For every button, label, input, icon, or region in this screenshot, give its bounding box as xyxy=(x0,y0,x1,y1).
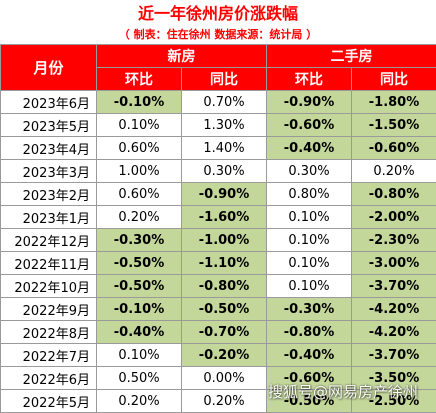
month-cell: 2022年8月 xyxy=(1,321,97,344)
month-cell: 2023年5月 xyxy=(1,114,97,137)
table-row: 2022年11月-0.50%-1.10%0.10%-3.00% xyxy=(1,252,436,275)
new-mom-cell: 0.10% xyxy=(97,344,182,367)
table-row: 2023年6月-0.10%0.70%-0.90%-1.80% xyxy=(1,91,436,114)
second-hand-yoy-cell: -4.20% xyxy=(352,298,436,321)
new-yoy-cell: 0.30% xyxy=(182,160,267,183)
second-hand-mom-cell: -0.60% xyxy=(267,114,352,137)
new-mom-cell: 1.00% xyxy=(97,160,182,183)
second-hand-yoy-cell: -0.80% xyxy=(352,183,436,206)
new-mom-header: 环比 xyxy=(97,68,182,91)
table-row: 2022年9月-0.10%-0.50%-0.30%-4.20% xyxy=(1,298,436,321)
new-yoy-cell: -0.70% xyxy=(182,321,267,344)
month-cell: 2022年12月 xyxy=(1,229,97,252)
new-home-header: 新房 xyxy=(97,45,267,68)
new-mom-cell: 0.10% xyxy=(97,114,182,137)
second-hand-yoy-cell: -1.80% xyxy=(352,91,436,114)
second-hand-yoy-cell: -4.20% xyxy=(352,321,436,344)
new-mom-cell: -0.40% xyxy=(97,321,182,344)
second-hand-yoy-cell: -3.00% xyxy=(352,252,436,275)
second-hand-mom-cell: 0.10% xyxy=(267,229,352,252)
month-header: 月份 xyxy=(1,45,97,91)
new-yoy-cell: 0.20% xyxy=(182,390,267,413)
second-hand-mom-cell: -0.30% xyxy=(267,298,352,321)
second-hand-yoy-cell: -3.70% xyxy=(352,275,436,298)
second-hand-mom-cell: 0.80% xyxy=(267,183,352,206)
table-subtitle: （ 制表：住在徐州 数据来源：统计局 ） xyxy=(0,26,436,44)
new-yoy-cell: 0.70% xyxy=(182,91,267,114)
second-hand-mom-header: 环比 xyxy=(267,68,352,91)
price-change-table: 月份 新房 二手房 环比 同比 环比 同比 2023年6月-0.10%0.70%… xyxy=(0,44,436,413)
new-mom-cell: -0.30% xyxy=(97,229,182,252)
new-mom-cell: -0.50% xyxy=(97,275,182,298)
month-cell: 2022年6月 xyxy=(1,367,97,390)
new-mom-cell: -0.10% xyxy=(97,298,182,321)
new-mom-cell: -0.50% xyxy=(97,252,182,275)
second-hand-mom-cell: -0.40% xyxy=(267,344,352,367)
table-row: 2022年12月-0.30%-1.00%0.10%-2.30% xyxy=(1,229,436,252)
new-yoy-cell: 1.40% xyxy=(182,137,267,160)
new-mom-cell: 0.20% xyxy=(97,390,182,413)
second-hand-mom-cell: 0.10% xyxy=(267,275,352,298)
second-hand-mom-cell: -0.90% xyxy=(267,91,352,114)
month-cell: 2022年9月 xyxy=(1,298,97,321)
new-mom-cell: 0.60% xyxy=(97,137,182,160)
table-title: 近一年徐州房价涨跌幅 xyxy=(0,0,436,28)
month-cell: 2022年11月 xyxy=(1,252,97,275)
table-row: 2022年8月-0.40%-0.70%-0.80%-4.20% xyxy=(1,321,436,344)
month-cell: 2022年10月 xyxy=(1,275,97,298)
month-cell: 2022年7月 xyxy=(1,344,97,367)
new-yoy-cell: -1.60% xyxy=(182,206,267,229)
new-yoy-cell: -1.00% xyxy=(182,229,267,252)
table-row: 2022年10月-0.50%-0.80%0.10%-3.70% xyxy=(1,275,436,298)
watermark: 搜狐号@网易房产徐州 xyxy=(268,381,418,402)
second-hand-mom-cell: 0.30% xyxy=(267,160,352,183)
second-hand-mom-cell: 0.10% xyxy=(267,206,352,229)
month-cell: 2023年4月 xyxy=(1,137,97,160)
second-hand-yoy-cell: -0.60% xyxy=(352,137,436,160)
month-cell: 2023年2月 xyxy=(1,183,97,206)
second-hand-yoy-cell: -2.30% xyxy=(352,229,436,252)
month-cell: 2023年3月 xyxy=(1,160,97,183)
second-hand-yoy-cell: -3.70% xyxy=(352,344,436,367)
second-hand-yoy-cell: -1.50% xyxy=(352,114,436,137)
month-cell: 2023年6月 xyxy=(1,91,97,114)
new-yoy-cell: -0.80% xyxy=(182,275,267,298)
second-hand-mom-cell: -0.80% xyxy=(267,321,352,344)
new-yoy-header: 同比 xyxy=(182,68,267,91)
new-mom-cell: 0.50% xyxy=(97,367,182,390)
month-cell: 2023年1月 xyxy=(1,206,97,229)
second-hand-yoy-header: 同比 xyxy=(352,68,436,91)
new-yoy-cell: 1.30% xyxy=(182,114,267,137)
month-cell: 2022年5月 xyxy=(1,390,97,413)
new-yoy-cell: -0.90% xyxy=(182,183,267,206)
second-hand-yoy-cell: -2.00% xyxy=(352,206,436,229)
new-mom-cell: 0.60% xyxy=(97,183,182,206)
new-yoy-cell: -1.10% xyxy=(182,252,267,275)
new-yoy-cell: -0.20% xyxy=(182,344,267,367)
second-hand-header: 二手房 xyxy=(267,45,436,68)
header-row-top: 月份 新房 二手房 xyxy=(1,45,436,68)
new-yoy-cell: -0.50% xyxy=(182,298,267,321)
second-hand-mom-cell: -0.40% xyxy=(267,137,352,160)
second-hand-mom-cell: 0.10% xyxy=(267,252,352,275)
second-hand-yoy-cell: 0.20% xyxy=(352,160,436,183)
new-mom-cell: 0.20% xyxy=(97,206,182,229)
new-yoy-cell: 0.00% xyxy=(182,367,267,390)
new-mom-cell: -0.10% xyxy=(97,91,182,114)
